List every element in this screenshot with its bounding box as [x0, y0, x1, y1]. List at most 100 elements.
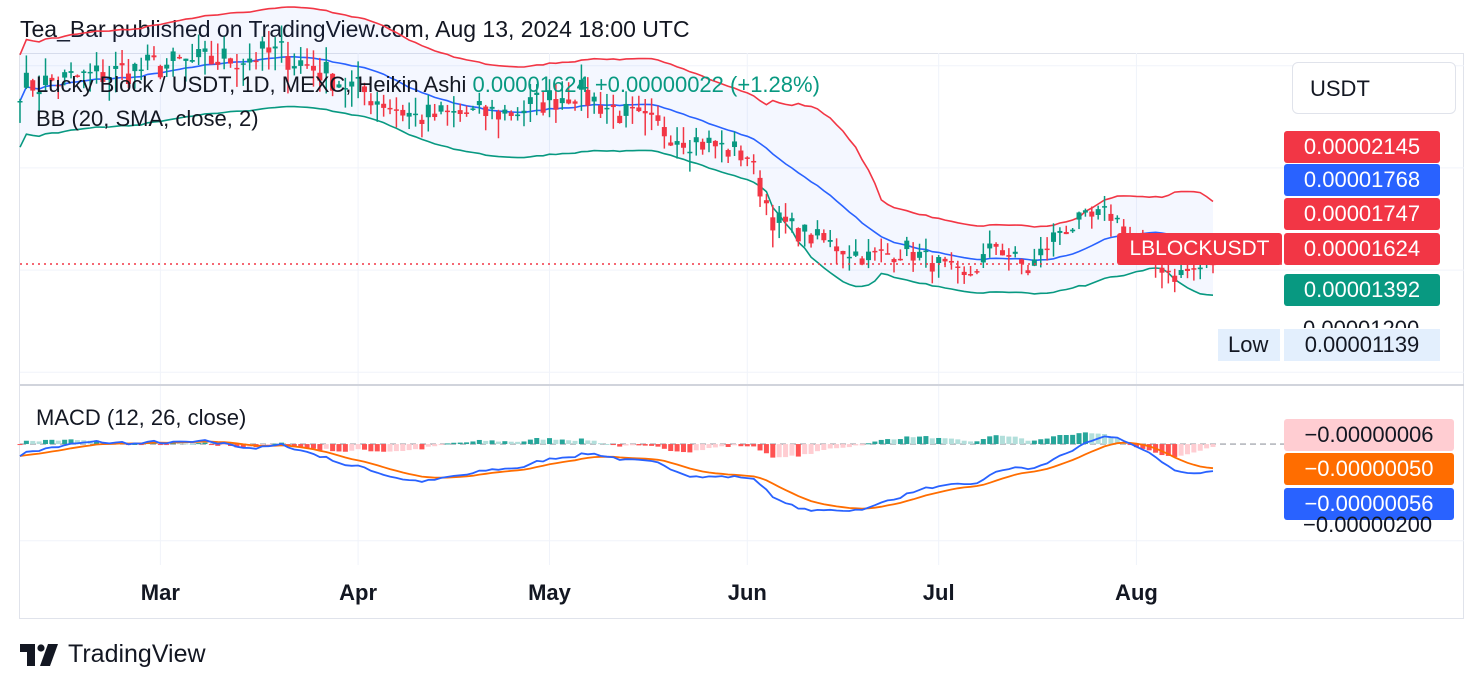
macd-histogram-bar	[572, 440, 578, 445]
macd-histogram-bar	[1063, 435, 1069, 445]
macd-histogram-bar	[578, 438, 584, 445]
macd-histogram-bar	[413, 444, 419, 450]
candle-body	[751, 160, 757, 163]
candle-body	[374, 101, 380, 105]
candle-body	[266, 47, 272, 53]
candle-body	[942, 258, 948, 262]
macd-histogram-bar	[1159, 444, 1165, 456]
macd-histogram-bar	[221, 444, 227, 446]
macd-histogram-bar	[1057, 435, 1063, 445]
candle-body	[253, 60, 259, 63]
candle-body	[840, 250, 846, 255]
macd-histogram-bar	[770, 444, 776, 458]
macd-histogram-bar	[1031, 440, 1037, 445]
candle-body	[1114, 217, 1120, 220]
macd-histogram-bar	[1070, 434, 1076, 445]
candle-body	[291, 66, 297, 69]
macd-histogram-bar	[1210, 444, 1216, 447]
candle-body	[1006, 255, 1012, 257]
macd-histogram-bar	[1172, 444, 1178, 458]
month-label: Jul	[922, 580, 955, 605]
candle-body	[368, 101, 374, 106]
candle-body	[1191, 268, 1197, 270]
legend-bb[interactable]: BB (20, SMA, close, 2)	[36, 106, 259, 131]
chart-canvas[interactable]	[0, 0, 1484, 620]
macd-histogram-bar	[661, 444, 667, 449]
macd-histogram-bar	[291, 444, 297, 448]
candle-body	[897, 258, 903, 261]
legend-macd[interactable]: MACD (12, 26, close)	[36, 405, 247, 430]
macd-histogram-bar	[1076, 433, 1082, 445]
macd-histogram-bar	[176, 443, 182, 445]
macd-histogram-bar	[585, 440, 591, 445]
candle-body	[100, 72, 106, 82]
currency-button[interactable]: USDT	[1292, 62, 1456, 114]
macd-histogram-bar	[508, 441, 514, 445]
candle-body	[591, 96, 597, 102]
macd-histogram-bar	[987, 436, 993, 445]
candle-body	[381, 103, 387, 108]
candle-body	[451, 111, 457, 113]
candle-body	[419, 119, 425, 125]
candle-body	[113, 65, 119, 69]
candle-body	[438, 105, 444, 112]
candle-body	[834, 246, 840, 252]
macd-histogram-bar	[610, 444, 616, 446]
macd-histogram-bar	[604, 443, 610, 445]
candle-body	[955, 266, 961, 269]
macd-histogram-bar	[974, 441, 980, 445]
candle-body	[470, 108, 476, 110]
macd-histogram-bar	[36, 441, 42, 445]
macd-histogram-bar	[419, 444, 425, 450]
candle-body	[802, 224, 808, 232]
candle-body	[878, 249, 884, 251]
candle-body	[189, 60, 195, 62]
candle-body	[1197, 267, 1203, 270]
macd-histogram-bar	[783, 444, 789, 458]
macd-histogram-bar	[464, 442, 470, 445]
candle-body	[974, 271, 980, 273]
candle-body	[1063, 231, 1069, 235]
macd-histogram-bar	[393, 444, 399, 452]
footer: TradingView	[20, 640, 206, 669]
macd-histogram-bar	[406, 444, 412, 451]
candle-body	[425, 104, 431, 118]
candle-body	[846, 256, 852, 259]
candle-body	[208, 55, 214, 65]
macd-histogram-bar	[1197, 444, 1203, 451]
candle-body	[183, 58, 189, 61]
macd-histogram-bar	[74, 440, 80, 445]
candle-body	[74, 75, 80, 77]
candle-body	[732, 141, 738, 148]
macd-histogram-bar	[196, 443, 202, 445]
macd-histogram-bar	[1044, 438, 1050, 445]
high-price-tag: 0.00001747	[1284, 198, 1440, 230]
chart-frame[interactable]	[19, 53, 1464, 619]
macd-histogram-bar	[1140, 444, 1146, 449]
candle-body	[585, 89, 591, 106]
candle-body	[623, 103, 629, 116]
macd-histogram-bar	[157, 444, 163, 446]
candle-body	[247, 58, 253, 63]
candle-body	[342, 88, 348, 90]
macd-histogram-bar	[387, 444, 393, 452]
candle-body	[145, 54, 151, 61]
macd-histogram-bar	[17, 444, 23, 446]
macd-histogram-bar	[534, 438, 540, 445]
macd-histogram-bar	[846, 444, 852, 448]
candle-body	[719, 142, 725, 145]
macd-histogram-bar	[897, 439, 903, 445]
macd-histogram-bar	[859, 444, 865, 446]
candle-body	[310, 65, 316, 71]
macd-histogram-bar	[1082, 432, 1088, 445]
macd-histogram	[17, 432, 1216, 458]
macd-histogram-bar	[1165, 444, 1171, 456]
candle-body	[432, 113, 438, 118]
macd-histogram-bar	[706, 444, 712, 449]
macd-histogram-bar	[802, 444, 808, 455]
candle-body	[234, 67, 240, 70]
macd-histogram-bar	[1006, 436, 1012, 445]
candle-body	[1070, 229, 1076, 232]
candle-body	[936, 257, 942, 263]
candle-body	[1044, 248, 1050, 251]
